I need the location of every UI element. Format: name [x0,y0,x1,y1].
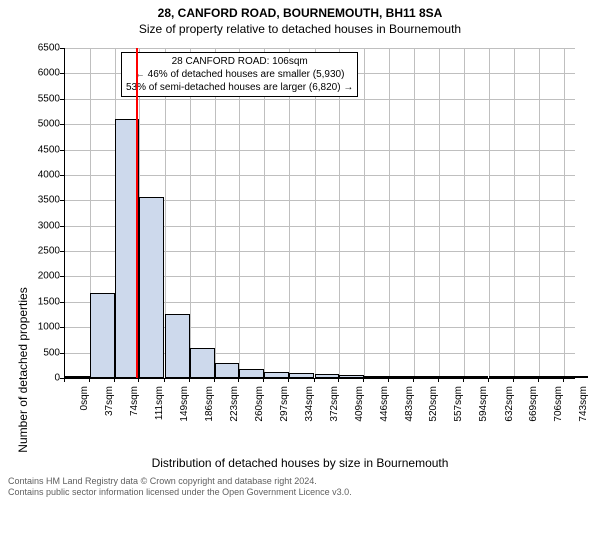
gridline-v [239,48,240,378]
x-tick-label: 594sqm [478,386,489,436]
chart-container: Number of detached properties 28 CANFORD… [0,40,600,420]
gridline-v [564,48,565,378]
gridline-h [65,48,575,49]
gridline-h [65,175,575,176]
plot-area: 28 CANFORD ROAD: 106sqm← 46% of detached… [64,48,575,379]
y-tick-label: 2500 [20,246,60,257]
gridline-h [65,124,575,125]
histogram-bar [339,375,364,378]
gridline-v [414,48,415,378]
histogram-bar [514,376,539,378]
gridline-v [289,48,290,378]
x-tick-label: 149sqm [179,386,190,436]
histogram-bar [364,376,389,378]
y-tick-label: 0 [20,373,60,384]
annotation-line-2: ← 46% of detached houses are smaller (5,… [126,68,353,81]
chart-title-1: 28, CANFORD ROAD, BOURNEMOUTH, BH11 8SA [0,0,600,20]
x-tick-label: 706sqm [553,386,564,436]
gridline-v [439,48,440,378]
histogram-bar [489,376,514,378]
gridline-v [539,48,540,378]
x-tick-label: 632sqm [504,386,515,436]
histogram-bar [190,348,215,378]
x-tick-label: 37sqm [104,386,115,436]
x-tick-label: 186sqm [204,386,215,436]
y-tick-label: 4000 [20,169,60,180]
annotation-line-3: 53% of semi-detached houses are larger (… [126,81,353,94]
y-tick-label: 6500 [20,43,60,54]
histogram-bar [239,369,264,378]
gridline-v [190,48,191,378]
annotation-box: 28 CANFORD ROAD: 106sqm← 46% of detached… [121,52,358,97]
x-tick-label: 297sqm [279,386,290,436]
x-tick-label: 446sqm [379,386,390,436]
annotation-line-1: 28 CANFORD ROAD: 106sqm [126,55,353,68]
x-tick-label: 0sqm [79,386,90,436]
histogram-bar [389,376,414,378]
chart-title-2: Size of property relative to detached ho… [0,20,600,40]
x-tick-label: 372sqm [329,386,340,436]
gridline-v [215,48,216,378]
y-tick-label: 6000 [20,68,60,79]
marker-line [136,48,138,378]
y-tick-label: 4500 [20,144,60,155]
histogram-bar [264,372,289,378]
histogram-bar [289,373,314,378]
footer-attribution: Contains HM Land Registry data © Crown c… [8,476,352,498]
y-tick-label: 1000 [20,322,60,333]
x-tick-label: 743sqm [578,386,589,436]
histogram-bar [65,376,90,378]
histogram-bar [90,293,115,378]
y-tick-label: 1500 [20,296,60,307]
y-tick-label: 3500 [20,195,60,206]
histogram-bar [414,376,439,378]
x-tick-label: 669sqm [528,386,539,436]
gridline-v [264,48,265,378]
x-tick-label: 334sqm [304,386,315,436]
x-tick-label: 74sqm [129,386,140,436]
x-tick-label: 483sqm [404,386,415,436]
gridline-v [489,48,490,378]
x-tick-label: 409sqm [354,386,365,436]
x-tick-label: 111sqm [154,386,165,436]
histogram-bar [315,374,340,378]
y-tick-label: 5000 [20,119,60,130]
y-tick-label: 2000 [20,271,60,282]
x-tick-label: 223sqm [229,386,240,436]
gridline-v [315,48,316,378]
y-tick-label: 3000 [20,220,60,231]
histogram-bar [539,376,564,378]
x-tick-label: 520sqm [428,386,439,436]
gridline-v [514,48,515,378]
histogram-bar [439,376,464,378]
x-tick-label: 557sqm [453,386,464,436]
gridline-h [65,150,575,151]
footer-line-2: Contains public sector information licen… [8,487,352,498]
x-tick-label: 260sqm [254,386,265,436]
histogram-bar [139,197,164,378]
footer-line-1: Contains HM Land Registry data © Crown c… [8,476,352,487]
y-tick-label: 500 [20,347,60,358]
gridline-v [364,48,365,378]
gridline-h [65,99,575,100]
histogram-bar [165,314,190,378]
gridline-v [339,48,340,378]
histogram-bar [564,376,589,378]
gridline-v [464,48,465,378]
x-axis-label: Distribution of detached houses by size … [0,456,600,470]
histogram-bar [464,376,489,378]
y-tick-label: 5500 [20,93,60,104]
gridline-v [389,48,390,378]
histogram-bar [215,363,240,378]
